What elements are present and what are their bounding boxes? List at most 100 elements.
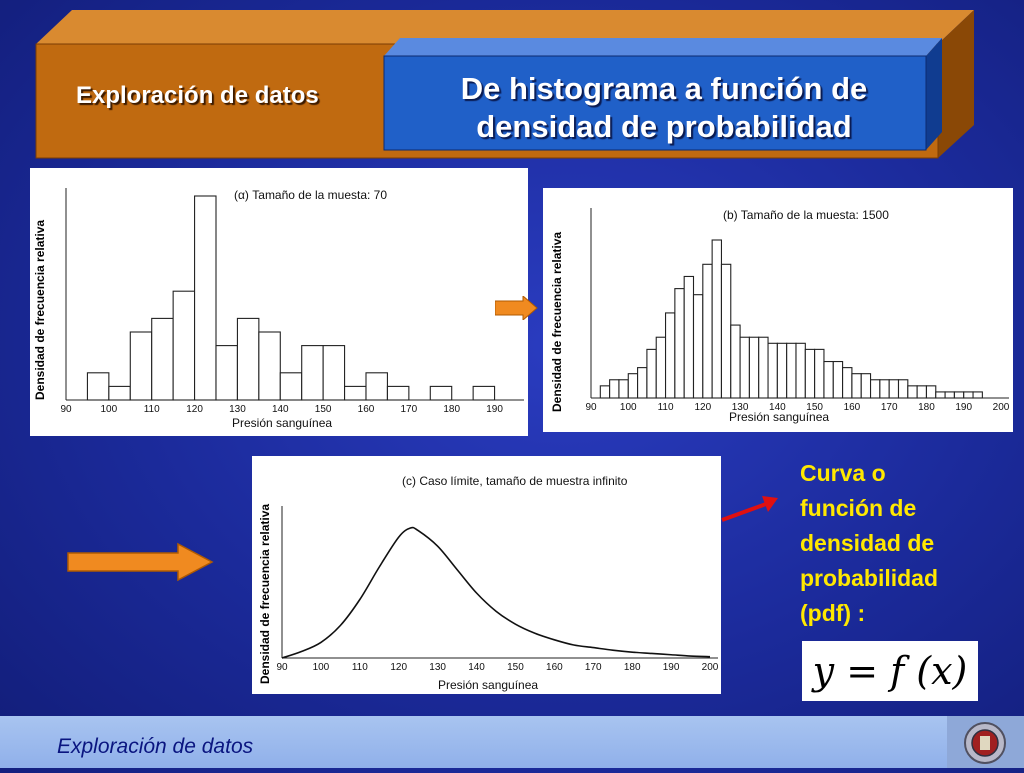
chart-a-tick-label: 140: [272, 404, 289, 415]
institution-logo-icon: [947, 716, 1024, 768]
chart-a-tick-label: 130: [229, 404, 246, 415]
chart-a-bar: [365, 372, 388, 401]
chart-c-tick-label: 170: [585, 662, 602, 673]
chart-b-bar: [609, 379, 620, 399]
chart-a-bar: [279, 372, 303, 401]
chart-b-bar: [869, 379, 881, 399]
chart-b-bar: [730, 324, 741, 399]
chart-b-plot: 90 100 110 120 130 140 150 160 170 180 190 200: [585, 208, 1010, 413]
chart-c-tick-label: 120: [390, 662, 407, 673]
chart-b-bar: [925, 385, 937, 399]
slide-title-line2: densidad de probabilidad: [476, 109, 852, 144]
chart-c-tick-label: 160: [546, 662, 563, 673]
chart-a-bar: [108, 385, 131, 401]
chart-a-bar: [322, 345, 346, 401]
chart-b-bar: [795, 342, 806, 399]
chart-b-bar: [683, 275, 695, 399]
chart-c-xlabel: Presión sanguínea: [438, 678, 539, 692]
chart-b-bar: [637, 367, 648, 399]
chart-b-bar: [860, 373, 872, 399]
chart-b-bar: [646, 348, 657, 399]
chart-a-bar: [129, 331, 153, 401]
chart-b-bar: [720, 263, 732, 399]
chart-a-bar: [151, 317, 174, 401]
chart-a-bar: [301, 345, 324, 401]
chart-c-tick-label: 140: [468, 662, 485, 673]
chart-b-bar: [618, 379, 629, 399]
chart-b-tick-label: 200: [993, 402, 1010, 413]
chart-a-tick-label: 100: [101, 404, 118, 415]
chart-b-xlabel: Presión sanguínea: [729, 410, 830, 424]
chart-b-bar: [627, 373, 639, 399]
formula-box: y = f (x): [802, 641, 978, 701]
chart-a-title: (α) Tamaño de la muesta: 70: [234, 188, 388, 202]
chart-c-tick-label: 110: [352, 662, 368, 673]
chart-b-title: (b) Tamaño de la muesta: 1500: [723, 208, 889, 222]
chart-a-bar: [344, 385, 367, 401]
chart-a-tick-label: 160: [358, 404, 375, 415]
chart-a-bar: [194, 195, 217, 401]
chart-a-bar: [258, 331, 281, 401]
chart-a-tick-label: 190: [486, 404, 503, 415]
red-arrow-icon: [721, 496, 778, 522]
chart-a-bar: [172, 290, 196, 401]
chart-a-bar: [236, 317, 260, 401]
footer-bar: [0, 716, 1024, 768]
chart-b-bar: [664, 312, 676, 399]
pdf-description: Curva o función de densidad de probabili…: [800, 456, 1000, 631]
chart-b-bar: [972, 391, 983, 399]
chart-a-xlabel: Presión sanguínea: [232, 416, 333, 430]
pdf-description-line: (pdf) :: [800, 600, 866, 626]
pdf-description-line: probabilidad: [800, 565, 938, 591]
chart-b-bar: [953, 391, 965, 399]
footer-text: Exploración de datos: [57, 735, 254, 758]
chart-a-tick-label: 120: [186, 404, 203, 415]
chart-b-bar: [758, 336, 769, 399]
chart-a-tick-label: 150: [315, 404, 332, 415]
chart-c-tick-label: 100: [313, 662, 330, 673]
chart-b-bar: [674, 288, 685, 399]
chart-b-bar: [916, 385, 928, 399]
chart-a-tick-label: 180: [443, 404, 460, 415]
chart-b-bar: [692, 294, 704, 399]
slide-title-line1: De histograma a función de: [460, 71, 868, 106]
chart-c-tick-label: 90: [276, 662, 288, 673]
chart-b-bar: [963, 391, 974, 399]
chart-a-bar: [215, 345, 238, 401]
pdf-description-line: función de: [800, 495, 917, 521]
chart-b-bar: [748, 336, 760, 399]
chart-b-tick-label: 150: [806, 402, 823, 413]
chart-a-panel: Densidad de frecuencia relativa (α) Tama…: [30, 168, 528, 436]
pdf-description-line: Curva o: [800, 460, 886, 486]
chart-b-tick-label: 170: [881, 402, 898, 413]
chart-a-tick-label: 110: [144, 404, 160, 415]
chart-b-bar: [655, 336, 667, 399]
chart-a-bar: [429, 385, 453, 401]
chart-b-bar: [879, 379, 890, 399]
chart-b-tick-label: 180: [918, 402, 935, 413]
chart-b-bar: [702, 263, 713, 399]
section-title: Exploración de datos: [76, 82, 319, 109]
chart-c-density-curve: [281, 526, 711, 659]
chart-b-bar: [804, 348, 816, 399]
chart-a-tick-label: 90: [60, 404, 72, 415]
chart-b-bar: [823, 360, 834, 399]
chart-b-bar: [814, 348, 825, 399]
chart-b-tick-label: 120: [694, 402, 711, 413]
chart-c-title: (c) Caso límite, tamaño de muestra infin…: [402, 474, 628, 488]
chart-b-bar: [711, 239, 723, 399]
chart-b-bar: [888, 379, 900, 399]
chart-b-bar: [842, 367, 853, 399]
chart-c-tick-label: 150: [507, 662, 524, 673]
chart-b-panel: Densidad de frecuencia relativa (b) Tama…: [543, 188, 1013, 432]
chart-b-bar: [599, 385, 611, 399]
arrow-right-icon: [67, 542, 214, 582]
chart-c-tick-label: 130: [429, 662, 446, 673]
chart-b-tick-label: 160: [844, 402, 861, 413]
chart-c-plot: 90 100 110 120 130 140 150 160 170 180 190 200: [276, 506, 719, 673]
chart-b-bar: [786, 342, 797, 399]
chart-b-bar: [739, 336, 750, 399]
chart-b-bar: [935, 391, 946, 399]
chart-b-tick-label: 110: [658, 402, 674, 413]
chart-c-tick-label: 180: [624, 662, 641, 673]
